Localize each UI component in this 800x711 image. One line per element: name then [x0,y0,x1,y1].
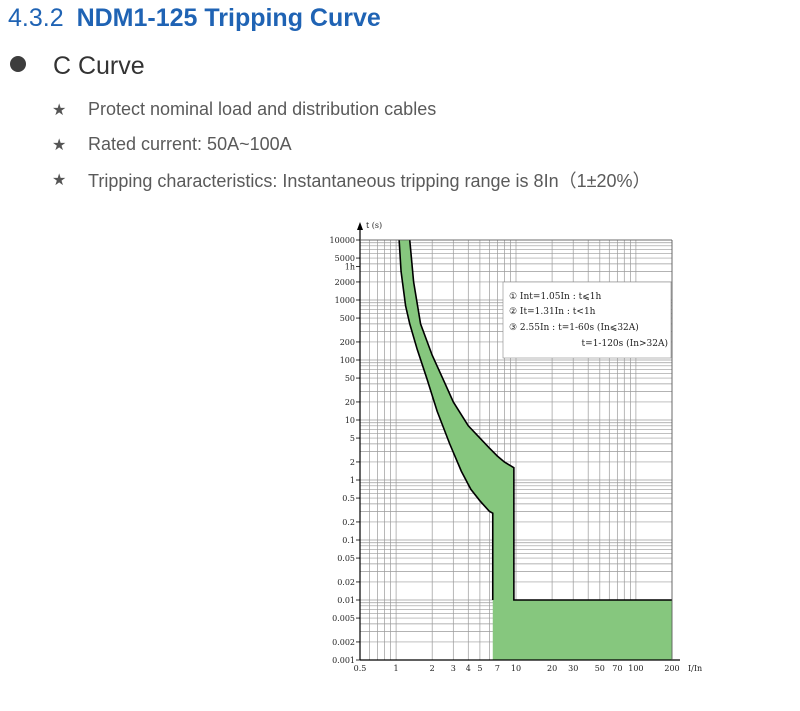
x-tick-label: 30 [568,664,578,673]
legend-entry: ② It=1.31In : t<1h [509,307,596,317]
y-tick-label: 5000 [335,254,355,263]
legend-entry: t=1-120s (In>32A) [582,338,668,349]
star-icon: ★ [52,101,67,119]
y-tick-label: 0.05 [337,554,355,563]
section-title: NDM1-125 Tripping Curve [76,4,381,32]
x-tick-label: 2 [430,664,435,673]
x-tick-label: 7 [495,664,500,673]
y-tick-label: 0.002 [332,638,355,647]
section-number: 4.3.2 [8,4,64,32]
x-tick-label: 1 [394,664,399,673]
list-item: ★ Protect nominal load and distribution … [52,92,651,127]
y-tick-label: 1h [345,263,355,272]
y-tick-label: 2 [350,458,355,467]
curve-title: C Curve [52,52,145,80]
list-item-text: Rated current: 50A~100A [88,134,292,154]
list-item: ★ Rated current: 50A~100A [52,127,651,162]
x-tick-label: 4 [466,664,471,673]
x-tick-label: 3 [451,664,456,673]
x-tick-label: 0.5 [354,664,367,673]
y-tick-label: 5 [350,434,355,443]
x-tick-label: 10 [511,664,521,673]
x-tick-label: 50 [595,664,605,673]
x-tick-label: 20 [547,664,557,673]
star-icon: ★ [52,171,67,189]
curve-subheading: C Curve [10,52,145,81]
feature-list: ★ Protect nominal load and distribution … [52,92,651,197]
legend: ① Int=1.05In : t⩽1h ② It=1.31In : t<1h ③ 2… [502,281,672,359]
y-tick-label: 10 [345,416,355,425]
y-tick-label: 0.001 [332,656,355,665]
tripping-band-area [399,240,672,660]
y-tick-label: 0.2 [342,518,355,527]
upper-curve-line [408,239,672,601]
y-tick-label: 1 [350,476,355,485]
y-tick-label: 500 [340,314,355,323]
x-axis-label: I/In [688,664,702,673]
y-tick-label: 100 [340,356,355,365]
y-axis-arrow-icon [357,222,363,230]
list-item-text: Protect nominal load and distribution ca… [88,99,437,119]
section-heading: 4.3.2 NDM1-125 Tripping Curve [8,4,381,33]
y-tick-label: 0.5 [342,494,355,503]
y-axis-label: t (s) [366,221,382,230]
list-item: ★ Tripping characteristics: Instantaneou… [52,162,651,197]
y-tick-label: 0.01 [337,596,355,605]
legend-entry: ① Int=1.05In : t⩽1h [509,292,601,302]
x-tick-label: 70 [612,664,622,673]
y-tick-label: 200 [340,338,355,347]
legend-entry: ③ 2.55In : t=1-60s (In⩽32A) [509,322,639,333]
y-tick-label: 10000 [330,236,355,245]
lower-curve-line [398,239,494,600]
x-tick-label: 200 [664,664,679,673]
filled-circle-icon [10,56,26,73]
x-tick-label: 5 [477,664,482,673]
y-tick-label: 0.02 [337,578,355,587]
y-tick-label: 0.005 [332,614,355,623]
list-item-text: Tripping characteristics: Instantaneous … [88,170,651,191]
y-tick-label: 2000 [335,278,355,287]
legend-box [502,281,672,359]
y-tick-label: 50 [345,374,355,383]
y-tick-label: 0.1 [342,536,355,545]
y-tick-label: 20 [345,398,355,407]
y-tick-label: 1000 [335,296,355,305]
star-icon: ★ [52,136,67,154]
x-tick-label: 100 [628,664,643,673]
